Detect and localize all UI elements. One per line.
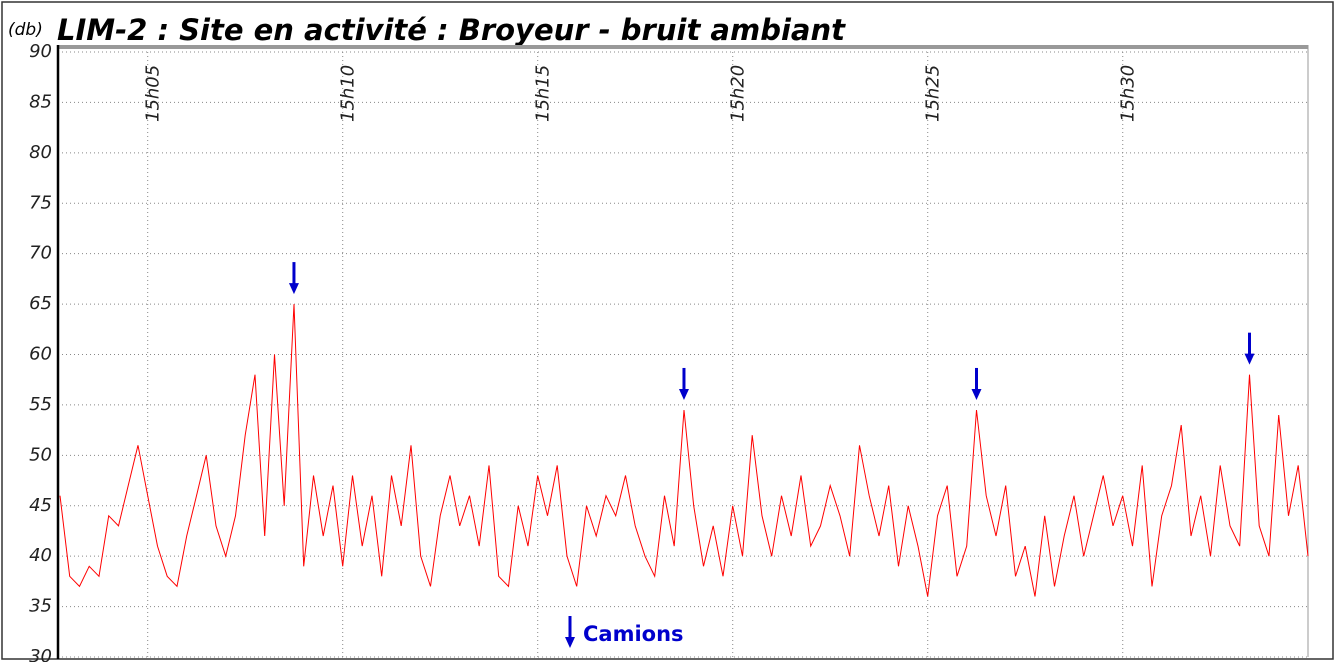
- x-tick-label: 15h10: [338, 65, 359, 122]
- y-tick-label: 35: [29, 596, 52, 617]
- y-tick-label: 65: [29, 293, 52, 314]
- event-arrow: [971, 367, 982, 400]
- arrow-head: [678, 388, 689, 400]
- y-tick-label: 90: [29, 41, 52, 62]
- y-tick-label: 75: [29, 192, 52, 213]
- x-tick-label: 15h20: [728, 65, 749, 122]
- y-tick-label: 50: [29, 444, 52, 465]
- y-tick-label: 85: [29, 91, 52, 112]
- y-tick-label: 80: [29, 142, 52, 163]
- y-tick-label: 30: [29, 646, 52, 662]
- event-arrow: [1244, 332, 1255, 365]
- legend-label: Camions: [583, 622, 684, 646]
- y-tick-label: 55: [29, 394, 52, 415]
- arrow-head: [1244, 353, 1255, 365]
- x-tick-label: 15h25: [923, 65, 944, 122]
- y-tick-label: 70: [29, 243, 52, 264]
- arrow-head: [288, 283, 299, 295]
- x-tick-label: 15h05: [143, 65, 164, 122]
- arrow-head: [971, 388, 982, 400]
- y-tick-label: 40: [29, 545, 52, 566]
- arrow-head: [565, 637, 575, 648]
- chart-title: LIM-2 : Site en activité : Broyeur - bru…: [57, 13, 846, 47]
- event-arrow: [288, 262, 299, 295]
- event-arrow: [678, 367, 689, 400]
- x-tick-label: 15h30: [1118, 65, 1139, 122]
- legend-arrow: [565, 616, 575, 648]
- x-tick-label: 15h15: [533, 65, 554, 122]
- series-line: [59, 304, 1309, 597]
- y-axis-label: (db): [8, 20, 43, 40]
- y-tick-label: 45: [29, 495, 52, 516]
- y-tick-label: 60: [29, 344, 52, 365]
